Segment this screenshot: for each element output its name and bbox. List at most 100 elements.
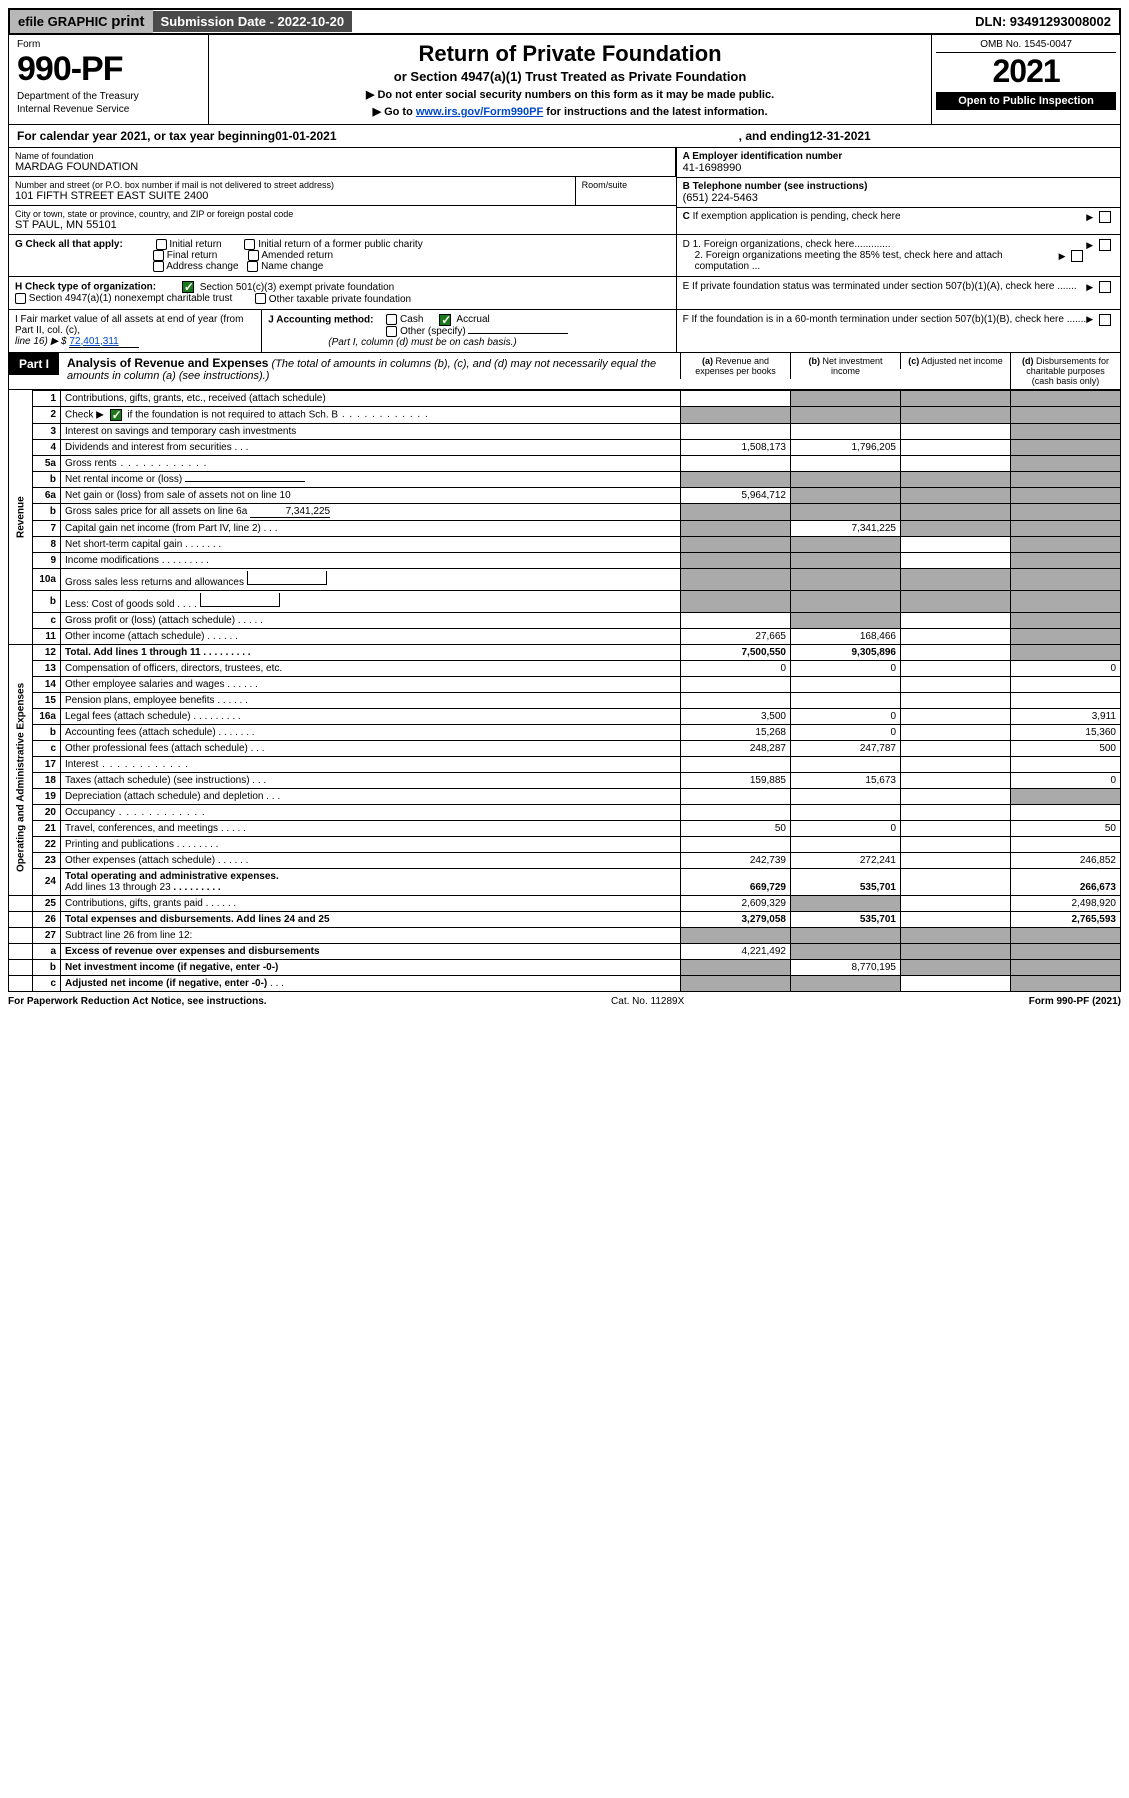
row-desc: Other employee salaries and wages . . . … — [61, 676, 681, 692]
table-row: b Accounting fees (attach schedule) . . … — [9, 724, 1121, 740]
header-middle: Return of Private Foundation or Section … — [209, 35, 931, 124]
street-address: 101 FIFTH STREET EAST SUITE 2400 — [15, 190, 569, 202]
info-right: A Employer identification number 41-1698… — [676, 148, 1120, 234]
row-desc: Net gain or (loss) from sale of assets n… — [61, 487, 681, 503]
row-desc: Legal fees (attach schedule) . . . . . .… — [61, 708, 681, 724]
checkbox-cash[interactable] — [386, 314, 397, 325]
amt-23a: 242,739 — [681, 852, 791, 868]
table-row: c Gross profit or (loss) (attach schedul… — [9, 612, 1121, 628]
cal-begin: 01-01-2021 — [275, 129, 336, 143]
print-text[interactable]: print — [111, 13, 144, 30]
f-text: F If the foundation is in a 60-month ter… — [683, 314, 1087, 325]
section-ij-row: I Fair market value of all assets at end… — [8, 310, 1121, 353]
row-num: 27 — [33, 927, 61, 943]
checkbox-address-change[interactable] — [153, 261, 164, 272]
checkbox-initial-former[interactable] — [244, 239, 255, 250]
table-row: 18 Taxes (attach schedule) (see instruct… — [9, 772, 1121, 788]
checkbox-d1[interactable] — [1099, 239, 1111, 251]
form-subtitle: or Section 4947(a)(1) Trust Treated as P… — [219, 69, 921, 84]
checkbox-final-return[interactable] — [153, 250, 164, 261]
amt-24b: 535,701 — [791, 868, 901, 895]
table-row: 24 Total operating and administrative ex… — [9, 868, 1121, 895]
row-num: 20 — [33, 804, 61, 820]
open-public-badge: Open to Public Inspection — [936, 92, 1116, 110]
instruction-2: ▶ Go to www.irs.gov/Form990PF for instru… — [219, 105, 921, 118]
ein-value: 41-1698990 — [683, 162, 1114, 174]
revenue-sidelabel: Revenue — [9, 390, 33, 644]
checkbox-c[interactable] — [1099, 211, 1111, 223]
amt-27b: 8,770,195 — [791, 959, 901, 975]
row-num: 16a — [33, 708, 61, 724]
foundation-name: MARDAG FOUNDATION — [15, 161, 669, 173]
arrow-icon — [1086, 282, 1093, 293]
r2-post: if the foundation is not required to att… — [125, 409, 338, 420]
form-label: Form — [17, 39, 200, 50]
table-row: c Adjusted net income (if negative, ente… — [9, 975, 1121, 991]
ein-label: A Employer identification number — [683, 151, 843, 162]
section-h-row: H Check type of organization: Section 50… — [8, 277, 1121, 309]
row-desc: Taxes (attach schedule) (see instruction… — [61, 772, 681, 788]
arrow-icon — [1059, 251, 1066, 262]
section-d: D 1. Foreign organizations, check here..… — [676, 235, 1120, 276]
checkbox-other-method[interactable] — [386, 326, 397, 337]
amt-16c-a: 248,287 — [681, 740, 791, 756]
r2-pre: Check ▶ — [65, 409, 107, 420]
checkbox-e[interactable] — [1099, 281, 1111, 293]
row-desc: Pension plans, employee benefits . . . .… — [61, 692, 681, 708]
opex-sidelabel: Operating and Administrative Expenses — [9, 660, 33, 895]
amt-6b-inline: 7,341,225 — [250, 506, 330, 518]
amt-13d: 0 — [1011, 660, 1121, 676]
amt-23b: 272,241 — [791, 852, 901, 868]
row-desc: Less: Cost of goods sold . . . . — [61, 590, 681, 612]
opt-initial: Initial return — [169, 239, 221, 250]
amt-24d: 266,673 — [1011, 868, 1121, 895]
row-desc: Interest on savings and temporary cash i… — [61, 423, 681, 439]
table-row: 26 Total expenses and disbursements. Add… — [9, 911, 1121, 927]
row-num: 17 — [33, 756, 61, 772]
checkbox-d2[interactable] — [1071, 250, 1083, 262]
checkbox-f[interactable] — [1099, 314, 1111, 326]
form-title: Return of Private Foundation — [219, 41, 921, 67]
table-row: b Less: Cost of goods sold . . . . — [9, 590, 1121, 612]
info-left: Name of foundation MARDAG FOUNDATION Num… — [9, 148, 676, 234]
amt-13a: 0 — [681, 660, 791, 676]
dln-number: DLN: 93491293008002 — [967, 11, 1119, 32]
checkbox-amended[interactable] — [248, 250, 259, 261]
row-desc: Net rental income or (loss) — [61, 471, 681, 487]
row-desc: Excess of revenue over expenses and disb… — [61, 943, 681, 959]
room-label: Room/suite — [582, 180, 670, 190]
table-row: 19 Depreciation (attach schedule) and de… — [9, 788, 1121, 804]
row-desc: Gross profit or (loss) (attach schedule)… — [61, 612, 681, 628]
fmv-value[interactable]: 72,401,311 — [69, 336, 139, 348]
row-desc: Printing and publications . . . . . . . … — [61, 836, 681, 852]
amt-4a: 1,508,173 — [681, 439, 791, 455]
amt-16a-d: 3,911 — [1011, 708, 1121, 724]
instr2-post: for instructions and the latest informat… — [543, 106, 767, 118]
amt-26d: 2,765,593 — [1011, 911, 1121, 927]
amt-18a: 159,885 — [681, 772, 791, 788]
checkbox-4947a1[interactable] — [15, 293, 26, 304]
checkbox-other-taxable[interactable] — [255, 293, 266, 304]
checkbox-sch-b[interactable] — [110, 409, 122, 421]
amt-21d: 50 — [1011, 820, 1121, 836]
table-row: 11 Other income (attach schedule) . . . … — [9, 628, 1121, 644]
row-num: 18 — [33, 772, 61, 788]
instruction-1: ▶ Do not enter social security numbers o… — [219, 88, 921, 101]
checkbox-initial-return[interactable] — [156, 239, 167, 250]
row-num: c — [33, 612, 61, 628]
part-1-table: Revenue 1 Contributions, gifts, grants, … — [8, 390, 1121, 992]
amt-18b: 15,673 — [791, 772, 901, 788]
row-num: b — [33, 503, 61, 520]
table-row: 6a Net gain or (loss) from sale of asset… — [9, 487, 1121, 503]
table-row: 8 Net short-term capital gain . . . . . … — [9, 536, 1121, 552]
checkbox-accrual[interactable] — [439, 314, 451, 326]
section-e: E If private foundation status was termi… — [676, 277, 1120, 308]
checkbox-501c3[interactable] — [182, 281, 194, 293]
checkbox-name-change[interactable] — [247, 261, 258, 272]
table-row: 7 Capital gain net income (from Part IV,… — [9, 520, 1121, 536]
form-url-link[interactable]: www.irs.gov/Form990PF — [416, 106, 543, 118]
row-desc: Contributions, gifts, grants, etc., rece… — [61, 390, 681, 406]
section-f: F If the foundation is in a 60-month ter… — [676, 310, 1120, 352]
row-desc: Income modifications . . . . . . . . . — [61, 552, 681, 568]
section-g: G Check all that apply: Initial return I… — [9, 235, 676, 276]
